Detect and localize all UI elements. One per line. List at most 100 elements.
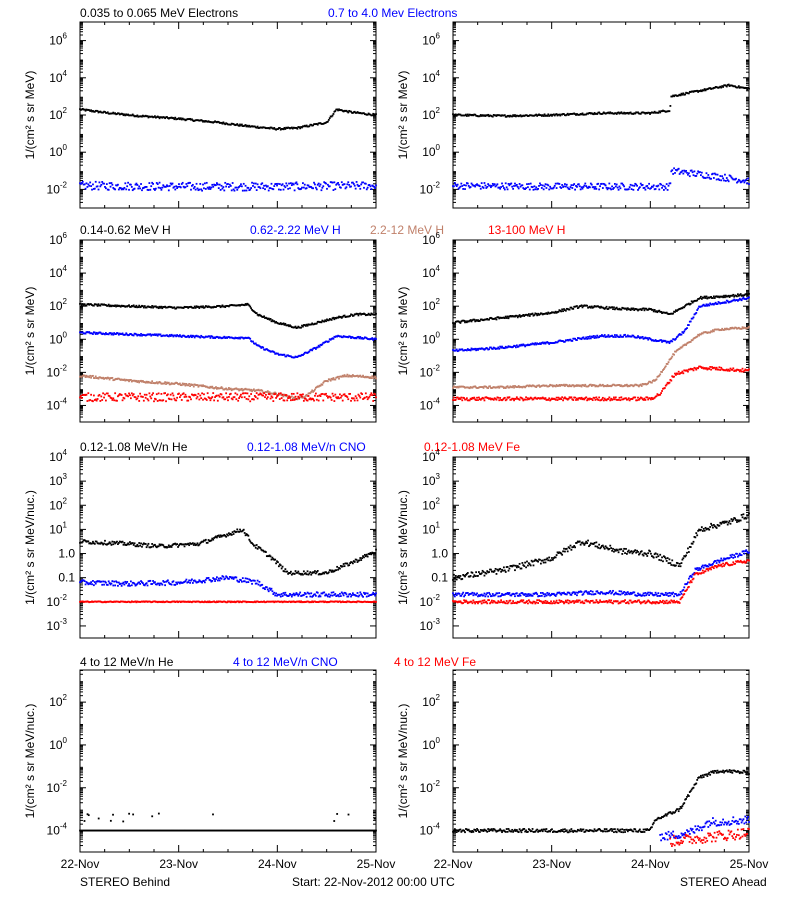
data-point [631, 334, 634, 337]
data-point [110, 182, 113, 184]
data-point [641, 307, 644, 310]
data-point [223, 398, 226, 401]
data-point [747, 326, 749, 329]
data-point [134, 306, 137, 309]
data-point [719, 85, 722, 88]
data-point [634, 336, 637, 339]
data-point [103, 542, 105, 545]
data-point [198, 398, 201, 401]
data-point [586, 399, 589, 402]
data-point [252, 185, 254, 187]
data-point [213, 387, 216, 390]
data-point [168, 305, 171, 308]
data-point [490, 397, 493, 400]
data-point [616, 384, 619, 386]
data-point [555, 341, 558, 344]
data-point [158, 117, 161, 120]
y-tick-label: 100 [49, 330, 67, 346]
data-point [275, 397, 277, 399]
data-point [148, 546, 151, 549]
data-point [589, 112, 592, 115]
data-point [340, 394, 343, 397]
data-point [116, 113, 118, 115]
data-point [712, 329, 714, 332]
data-point [171, 334, 174, 337]
data-point [471, 386, 474, 389]
data-point [131, 334, 134, 337]
data-point [158, 181, 161, 184]
data-point [239, 304, 241, 307]
data-point [736, 295, 738, 298]
data-point [294, 325, 297, 328]
data-point [327, 120, 329, 123]
data-point [531, 186, 534, 189]
data-point [666, 189, 669, 191]
data-point [265, 185, 268, 188]
data-point [702, 331, 705, 334]
data-point [617, 398, 620, 401]
data-point [258, 345, 261, 348]
data-point [320, 393, 323, 396]
data-point [573, 112, 576, 115]
data-point [725, 295, 728, 298]
data-point [502, 397, 505, 400]
data-point [690, 317, 693, 320]
data-point [613, 112, 616, 115]
data-point [146, 398, 149, 400]
data-point [657, 375, 660, 378]
data-point [191, 119, 194, 122]
data-point [618, 384, 621, 386]
data-point [173, 118, 176, 121]
data-point [534, 342, 537, 345]
data-point [598, 306, 601, 308]
data-point [502, 346, 504, 349]
data-point [497, 114, 500, 117]
data-point [341, 110, 344, 112]
data-point [570, 113, 573, 115]
data-point [109, 185, 112, 188]
data-point [615, 113, 618, 115]
data-point [305, 393, 308, 396]
data-point [142, 114, 144, 117]
data-point [499, 397, 502, 399]
data-point [502, 114, 504, 117]
data-point [370, 114, 373, 117]
data-point [709, 302, 712, 305]
data-point [695, 336, 698, 338]
data-point [672, 312, 675, 315]
data-point [143, 542, 146, 545]
data-point [128, 334, 130, 336]
data-point [594, 113, 597, 115]
data-point [636, 184, 638, 187]
data-point [579, 384, 582, 387]
data-point [600, 305, 602, 308]
data-point [598, 111, 601, 114]
data-point [278, 127, 281, 129]
data-point [273, 393, 276, 396]
data-point [493, 347, 496, 349]
data-point [80, 108, 83, 111]
data-point [375, 312, 377, 315]
data-point [522, 114, 525, 117]
data-point [367, 312, 370, 315]
data-point [491, 386, 494, 389]
data-point [160, 335, 163, 338]
data-point [152, 116, 154, 119]
data-point [612, 308, 614, 311]
data-point [328, 395, 331, 398]
data-point [613, 112, 615, 115]
data-point [115, 541, 117, 544]
data-point [604, 398, 607, 401]
data-point [614, 307, 617, 310]
data-point [298, 354, 301, 357]
data-point [151, 380, 154, 383]
data-point [650, 308, 652, 310]
data-point [631, 184, 634, 187]
data-point [589, 186, 591, 189]
data-point [286, 354, 289, 357]
data-point [687, 324, 690, 326]
data-point [493, 397, 496, 400]
data-point [553, 184, 556, 187]
data-point [589, 112, 591, 114]
data-point [143, 305, 146, 307]
